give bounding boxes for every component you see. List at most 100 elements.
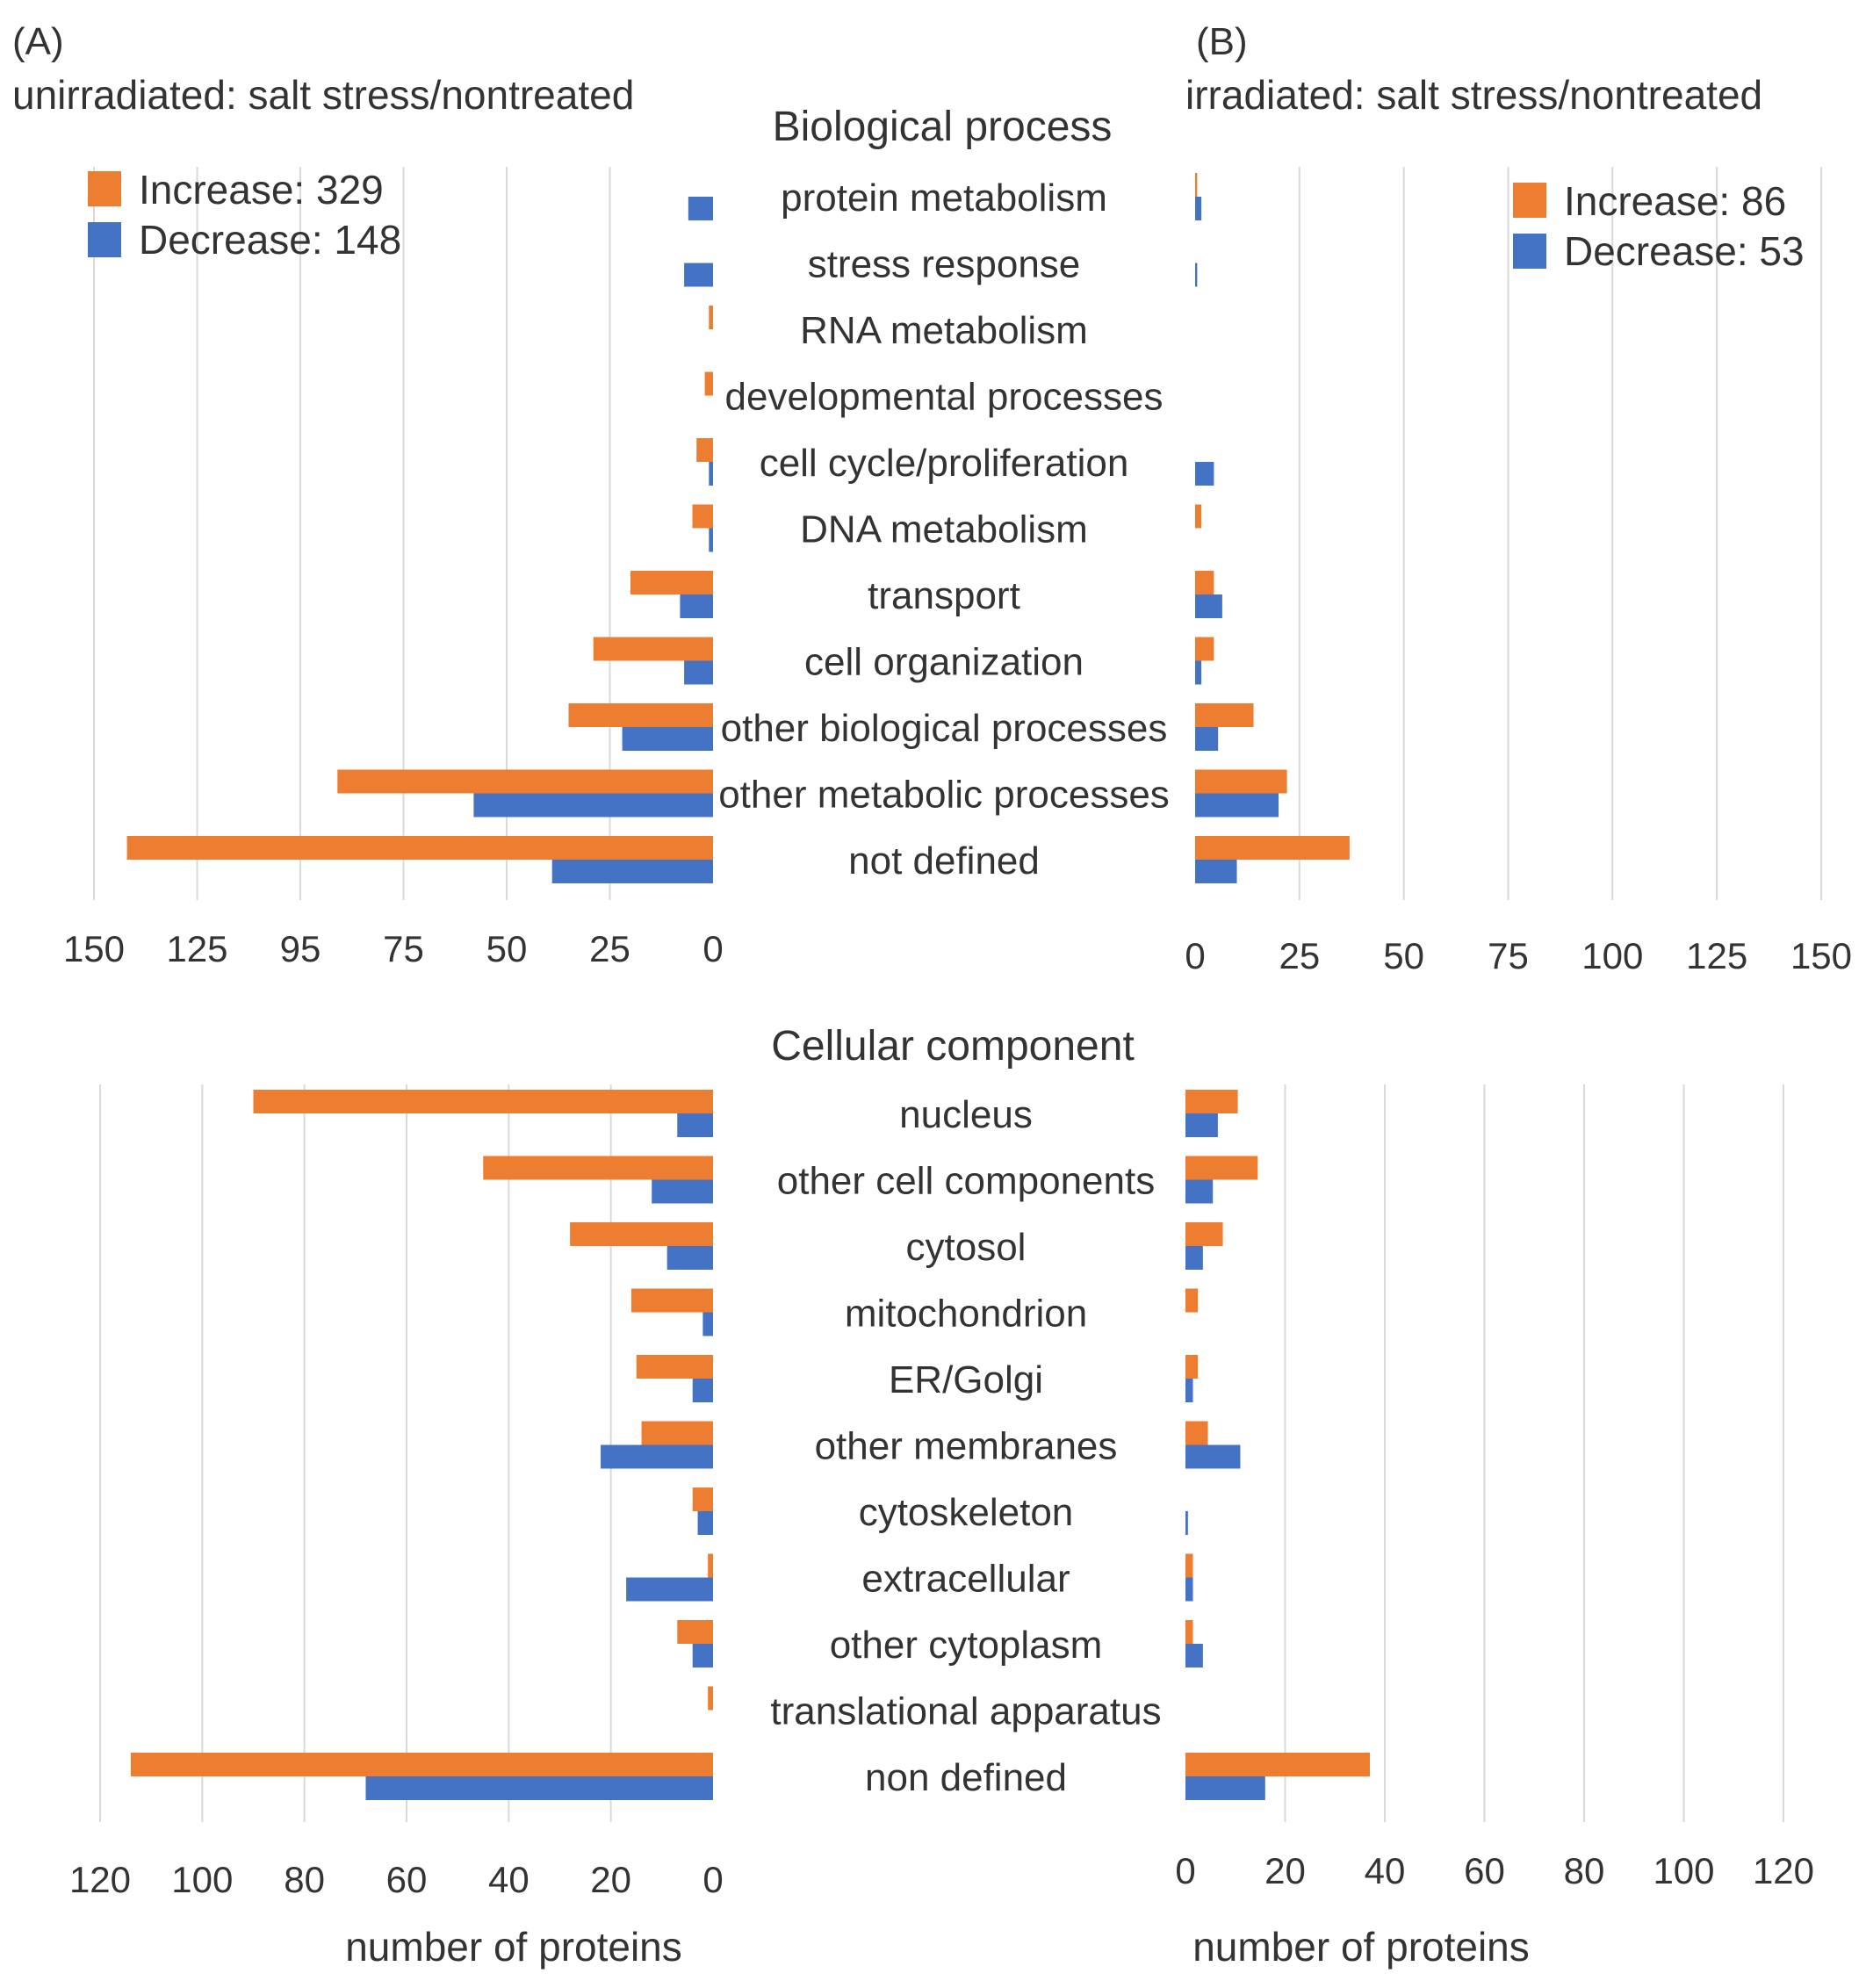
tick-label: 120 [1753,1850,1814,1891]
tick-label: 100 [1653,1850,1714,1891]
tick-label: 120 [69,1859,131,1900]
bar-increase-er-golgi [1185,1355,1199,1379]
tick-label: 50 [1383,935,1424,976]
bar-increase-transport [1195,571,1214,594]
bar-decrease-transport [680,594,713,618]
bar-increase-developmental-processes [704,371,713,396]
bar-increase-cell-organization [593,637,713,661]
panel-b-label: (B) [1196,20,1248,63]
bar-increase-other-biological-processes [1195,703,1254,727]
bar-increase-dna-metabolism [692,504,713,529]
bar-increase-other-metabolic-processes [337,769,713,794]
bar-decrease-other-biological-processes [1195,727,1219,751]
tick-label: 100 [1581,935,1643,976]
tick-label: 50 [486,928,528,969]
category-label-other-cytoplasm: other cytoplasm [830,1624,1103,1667]
bar-decrease-other-metabolic-processes [1195,793,1279,818]
bar-decrease-cell-organization [684,660,713,685]
bar-decrease-dna-metabolism [709,528,713,552]
bar-decrease-er-golgi [1185,1379,1193,1402]
bar-increase-nucleus [1185,1090,1238,1113]
bar-decrease-extracellular [626,1577,713,1602]
x-axis-title: number of proteins [345,1924,682,1970]
bar-decrease-other-membranes [601,1444,713,1469]
category-label-cytoskeleton: cytoskeleton [859,1491,1074,1534]
chart-cell-unirradiated: 0 20 40 60 80 100 120 nucleus other cell compone… [69,1084,1162,1970]
legend-swatch-increase [88,171,121,206]
bar-decrease-cytosol [666,1246,713,1270]
bar-decrease-nucleus [677,1113,713,1137]
bar-increase-cytosol [570,1222,713,1246]
category-label-cell-cycle-proliferation: cell cycle/proliferation [760,442,1129,485]
category-label-non-defined: non defined [865,1756,1067,1799]
bar-decrease-other-cytoplasm [692,1644,713,1667]
bar-decrease-protein-metabolism [1195,197,1202,220]
panel-b-title: irradiated: salt stress/nontreated [1185,72,1762,118]
bar-decrease-stress-response [1195,263,1198,287]
bar-decrease-stress-response [684,263,713,287]
legend-label-decrease: Decrease: 53 [1564,228,1805,274]
category-label-other-metabolic-processes: other metabolic processes [718,774,1170,817]
bar-decrease-protein-metabolism [688,197,713,220]
bar-decrease-cell-cycle-proliferation [1195,462,1214,486]
bar-decrease-non-defined [365,1776,713,1800]
bar-decrease-other-cell-components [1185,1179,1214,1204]
bar-increase-mitochondrion [1185,1288,1199,1313]
tick-label: 20 [590,1859,631,1900]
tick-label: 25 [589,928,630,969]
bar-decrease-not-defined [551,860,713,883]
tick-label: 80 [284,1859,325,1900]
bar-increase-not-defined [126,836,714,860]
category-label-other-membranes: other membranes [815,1425,1118,1468]
legend-label-increase: Increase: 329 [139,167,384,212]
category-label-developmental-processes: developmental processes [725,376,1164,419]
tick-label: 125 [166,928,227,969]
bar-decrease-not-defined [1195,860,1237,883]
category-label-extracellular: extracellular [861,1558,1070,1601]
category-label-cell-organization: cell organization [804,641,1084,684]
category-label-nucleus: nucleus [899,1093,1033,1136]
bar-increase-transport [630,571,713,594]
tick-label: 40 [488,1859,530,1900]
legend-label-increase: Increase: 86 [1564,178,1786,224]
bar-increase-extracellular [708,1553,713,1578]
bar-decrease-nucleus [1185,1113,1218,1137]
category-label-protein-metabolism: protein metabolism [781,176,1107,220]
bar-increase-protein-metabolism [1195,173,1198,197]
category-label-mitochondrion: mitochondrion [845,1293,1087,1336]
legend-swatch-increase [1513,183,1546,218]
panel-a-label: (A) [12,20,64,63]
tick-label: 0 [1185,935,1205,976]
tick-label: 75 [1488,935,1529,976]
tick-label: 0 [702,928,723,969]
category-label-cytosol: cytosol [906,1226,1027,1269]
bar-increase-cell-organization [1195,637,1214,661]
tick-label: 20 [1264,1850,1306,1891]
bar-increase-cell-cycle-proliferation [696,438,713,462]
panel-a-title: unirradiated: salt stress/nontreated [12,72,634,118]
bar-increase-other-membranes [641,1421,713,1445]
bar-decrease-mitochondrion [702,1312,713,1336]
bar-increase-other-cell-components [483,1156,713,1180]
category-label-translational-apparatus: translational apparatus [770,1690,1161,1733]
bar-increase-er-golgi [636,1355,713,1379]
bar-decrease-other-biological-processes [622,727,713,751]
tick-label: 150 [1790,935,1852,976]
tick-label: 95 [280,928,321,969]
tick-label: 60 [386,1859,428,1900]
category-label-not-defined: not defined [848,839,1040,882]
legend-label-decrease: Decrease: 148 [139,217,401,263]
category-label-rna-metabolism: RNA metabolism [800,309,1088,352]
bar-decrease-transport [1195,594,1222,618]
bar-decrease-other-membranes [1185,1444,1241,1469]
bar-increase-other-cytoplasm [1185,1620,1193,1644]
bar-decrease-cytoskeleton [697,1511,713,1535]
tick-label: 100 [171,1859,233,1900]
category-label-transport: transport [868,574,1020,617]
legend-swatch-decrease [1513,234,1546,269]
bar-increase-rna-metabolism [709,306,713,329]
category-label-dna-metabolism: DNA metabolism [800,508,1088,551]
bar-decrease-non-defined [1185,1776,1265,1800]
bar-increase-other-cytoplasm [677,1620,713,1644]
